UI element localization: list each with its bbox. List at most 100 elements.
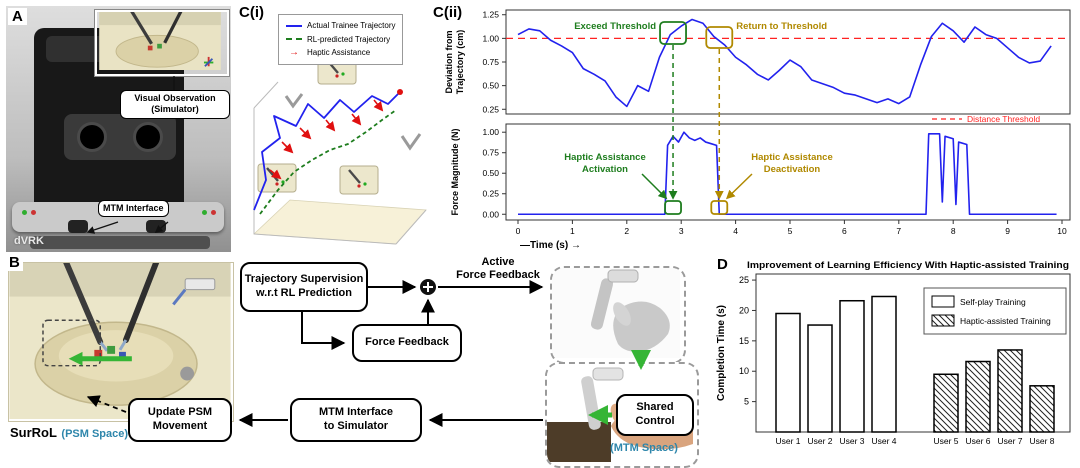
surrol-simulator-image (8, 256, 234, 422)
shared-control-line2: Control (635, 415, 675, 427)
svg-text:User 5: User 5 (933, 436, 958, 446)
svg-text:4: 4 (733, 226, 738, 236)
svg-text:0.25: 0.25 (482, 104, 499, 114)
svg-text:0.25: 0.25 (482, 189, 499, 199)
surrol-caption: SurRoL (PSM Space) (10, 424, 128, 442)
svg-text:6: 6 (842, 226, 847, 236)
simulator-inset-image (95, 9, 229, 76)
svg-text:7: 7 (896, 226, 901, 236)
svg-text:Trajectory (cm): Trajectory (cm) (455, 30, 465, 95)
armrest-button-red-left (31, 210, 36, 215)
shared-control-box: Shared Control (616, 394, 694, 436)
update-psm-line1: Update PSM (147, 406, 213, 419)
mtm-interface-line2: to Simulator (323, 420, 389, 432)
active-line1: Active (481, 256, 515, 268)
visual-observation-label: Visual Observation (Simulator) (120, 90, 230, 119)
mtm-space-label: (MTM Space) (610, 442, 678, 454)
mtm-interface-box: MTM Interface to Simulator (290, 398, 422, 442)
panel-a-label: A (8, 8, 27, 25)
eyepiece-right (133, 122, 163, 152)
svg-text:1: 1 (570, 226, 575, 236)
deviation-force-plots: 0.25 0.50 0.75 1.00 1.25 0.00 0.25 0.50 0.75 1.00… (444, 9, 1071, 251)
panel-b-label: B (6, 254, 23, 271)
svg-text:5: 5 (744, 397, 749, 407)
svg-text:0.75: 0.75 (482, 57, 499, 67)
surrol-scene (9, 256, 231, 419)
force-feedback-box: Force Feedback (352, 324, 462, 362)
completion-time-chart: Improvement of Learning Efficiency With … (716, 260, 1071, 446)
console-base (30, 236, 210, 249)
stereo-viewer (64, 114, 176, 160)
svg-text:Haptic Assistance: Haptic Assistance (564, 152, 646, 163)
svg-text:User 7: User 7 (997, 436, 1022, 446)
svg-text:Haptic Assistance: Haptic Assistance (751, 152, 833, 163)
armrest-button-red (211, 210, 216, 215)
eyepiece-left (77, 122, 107, 152)
svg-text:2: 2 (624, 226, 629, 236)
hand-gray-illustration (552, 268, 680, 358)
svg-text:User 2: User 2 (807, 436, 832, 446)
haptic-arrow-swatch: → (289, 46, 299, 58)
svg-text:User 3: User 3 (839, 436, 864, 446)
active-line2: Force Feedback (456, 269, 540, 282)
svg-text:User 6: User 6 (965, 436, 990, 446)
svg-text:20: 20 (739, 305, 749, 315)
trajectory-supervision-box: Trajectory Supervision w.r.t RL Predicti… (240, 262, 368, 312)
ci-legend: Actual Trainee Trajectory RL-predicted T… (278, 14, 404, 65)
svg-text:0.75: 0.75 (482, 148, 499, 158)
svg-text:0.00: 0.00 (482, 209, 499, 219)
svg-text:0.50: 0.50 (482, 81, 499, 91)
force-feedback-label: Force Feedback (365, 336, 449, 349)
visual-observation-line1: Visual Observation (134, 93, 216, 103)
svg-text:5: 5 (788, 226, 793, 236)
visual-observation-line2: (Simulator) (151, 104, 199, 115)
panel-a-photo: A Visual Observation (Simulator) MTM Int… (6, 6, 231, 252)
svg-text:10: 10 (1057, 226, 1067, 236)
trajectory-supervision-line2: w.r.t RL Prediction (256, 287, 352, 299)
dvrk-watermark: dVRK (14, 235, 44, 247)
svg-text:1.00: 1.00 (482, 33, 499, 43)
mtm-controller-left (68, 220, 88, 233)
svg-text:Self-play Training: Self-play Training (960, 297, 1026, 307)
svg-text:25: 25 (739, 275, 749, 285)
panel-d-label: D (714, 256, 731, 273)
legend-label-trainee: Actual Trainee Trajectory (307, 21, 396, 30)
surrol-name: SurRoL (10, 425, 57, 440)
panel-ci-label: C(i) (236, 4, 267, 21)
mtm-interface-line1: MTM Interface (319, 406, 393, 419)
hand-photo-upper (550, 266, 686, 364)
svg-text:Distance Threshold: Distance Threshold (967, 114, 1040, 124)
svg-text:1.00: 1.00 (482, 127, 499, 137)
svg-text:Improvement of Learning Effici: Improvement of Learning Efficiency With … (747, 260, 1069, 270)
svg-text:User 8: User 8 (1029, 436, 1054, 446)
trajectory-3d-plot (253, 55, 427, 245)
svg-text:User 1: User 1 (775, 436, 800, 446)
trainee-line-swatch (286, 24, 302, 27)
legend-entry-rl: RL-predicted Trajectory (286, 33, 395, 47)
svg-text:1.25: 1.25 (482, 10, 499, 20)
svg-text:Force Magnitude (N): Force Magnitude (N) (450, 128, 460, 215)
svg-text:Haptic-assisted Training: Haptic-assisted Training (960, 316, 1051, 326)
psm-space-label: (PSM Space) (61, 428, 129, 440)
svg-text:8: 8 (951, 226, 956, 236)
legend-entry-trainee: Actual Trainee Trajectory (286, 19, 395, 33)
mtm-controller-right (146, 220, 166, 233)
svg-text:0.50: 0.50 (482, 168, 499, 178)
armrest-button-green (202, 210, 207, 215)
legend-label-rl: RL-predicted Trajectory (307, 34, 391, 44)
svg-text:9: 9 (1005, 226, 1010, 236)
legend-entry-haptic: → Haptic Assistance (286, 46, 395, 60)
trajectory-supervision-line1: Trajectory Supervision (244, 273, 364, 286)
svg-text:Return to Threshold: Return to Threshold (736, 21, 827, 32)
active-force-feedback-label: Active Force Feedback (442, 256, 554, 282)
update-psm-line2: Movement (152, 420, 208, 432)
svg-text:10: 10 (739, 366, 749, 376)
svg-text:Completion Time (s): Completion Time (s) (716, 305, 727, 401)
svg-text:15: 15 (739, 336, 749, 346)
legend-label-haptic: Haptic Assistance (307, 48, 371, 58)
svg-text:User 4: User 4 (871, 436, 896, 446)
sum-junction-icon (420, 279, 436, 295)
svg-text:Deactivation: Deactivation (764, 164, 821, 175)
update-psm-box: Update PSM Movement (128, 398, 232, 442)
